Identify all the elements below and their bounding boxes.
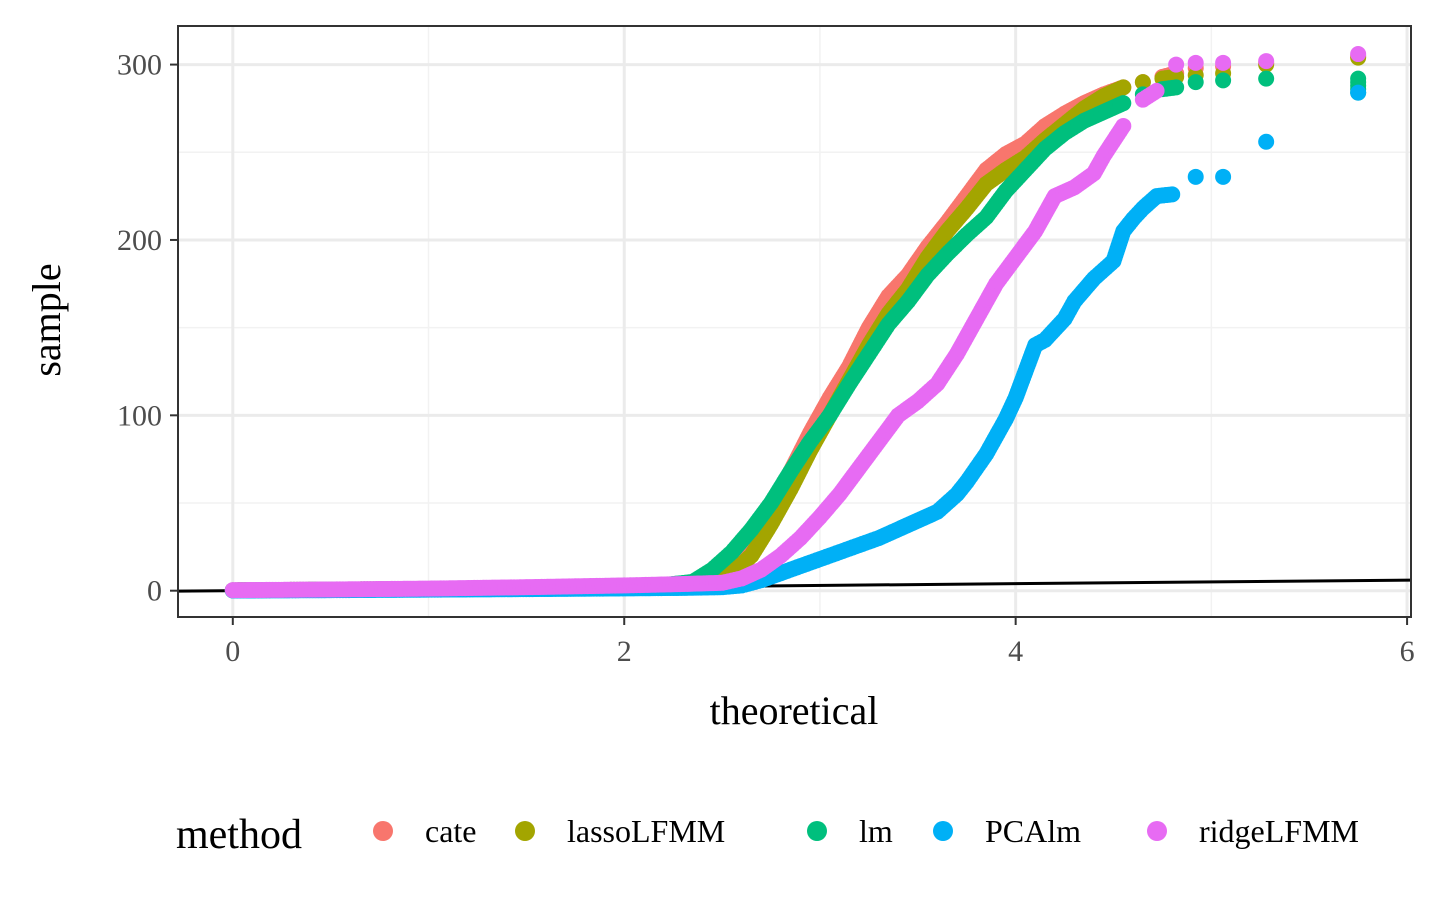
data-point — [1168, 79, 1185, 96]
legend-key — [1147, 821, 1167, 841]
data-point — [1215, 72, 1232, 89]
data-point — [1350, 46, 1367, 63]
legend-label: ridgeLFMM — [1199, 813, 1359, 849]
data-points — [224, 46, 1367, 599]
legend-item-cate: cate — [373, 813, 477, 849]
y-tick-label: 0 — [147, 575, 162, 608]
series-lm — [224, 70, 1367, 599]
data-point — [1115, 95, 1132, 112]
series-ridgeLFMM — [224, 46, 1367, 599]
legend-item-ridgeLFMM: ridgeLFMM — [1147, 813, 1359, 849]
legend: method cate lassoLFMM lm PCAlm ridgeLFMM — [176, 812, 1359, 858]
legend-item-lassoLFMM: lassoLFMM — [515, 813, 725, 849]
data-point — [1187, 54, 1204, 71]
legend-key — [933, 821, 953, 841]
data-point — [1148, 82, 1165, 99]
grid-lines — [178, 26, 1411, 617]
data-point — [1258, 70, 1275, 87]
legend-title: method — [176, 812, 302, 858]
data-point — [1168, 56, 1185, 73]
y-axis-title: sample — [24, 263, 69, 376]
x-tick-label: 0 — [225, 635, 240, 668]
data-point — [1350, 84, 1367, 101]
legend-key — [373, 821, 393, 841]
data-point — [1134, 74, 1151, 91]
legend-item-PCAlm: PCAlm — [933, 813, 1081, 849]
legend-key — [807, 821, 827, 841]
data-point — [1115, 117, 1132, 134]
data-point — [1164, 186, 1181, 203]
axes: 0 2 4 6 0 100 200 300 — [117, 49, 1415, 668]
x-tick-label: 6 — [1400, 635, 1415, 668]
data-point — [1258, 133, 1275, 150]
data-point — [1258, 53, 1275, 70]
data-point — [1215, 54, 1232, 71]
data-point — [1115, 79, 1132, 96]
x-axis-title: theoretical — [710, 688, 879, 733]
x-tick-label: 4 — [1008, 635, 1023, 668]
data-point — [1187, 168, 1204, 185]
legend-key — [515, 821, 535, 841]
legend-items: cate lassoLFMM lm PCAlm ridgeLFMM — [373, 813, 1359, 849]
series-lassoLFMM — [224, 49, 1367, 599]
series-cate — [224, 47, 1367, 599]
legend-label: cate — [425, 813, 477, 849]
y-tick-label: 100 — [117, 399, 162, 432]
legend-label: lm — [859, 813, 893, 849]
y-tick-label: 300 — [117, 49, 162, 82]
legend-label: lassoLFMM — [567, 813, 725, 849]
data-point — [1215, 168, 1232, 185]
x-tick-label: 2 — [617, 635, 632, 668]
y-tick-label: 200 — [117, 224, 162, 257]
panel-border — [177, 25, 1412, 618]
legend-label: PCAlm — [985, 813, 1081, 849]
data-point — [1187, 74, 1204, 91]
legend-item-lm: lm — [807, 813, 893, 849]
series-PCAlm — [224, 84, 1367, 599]
